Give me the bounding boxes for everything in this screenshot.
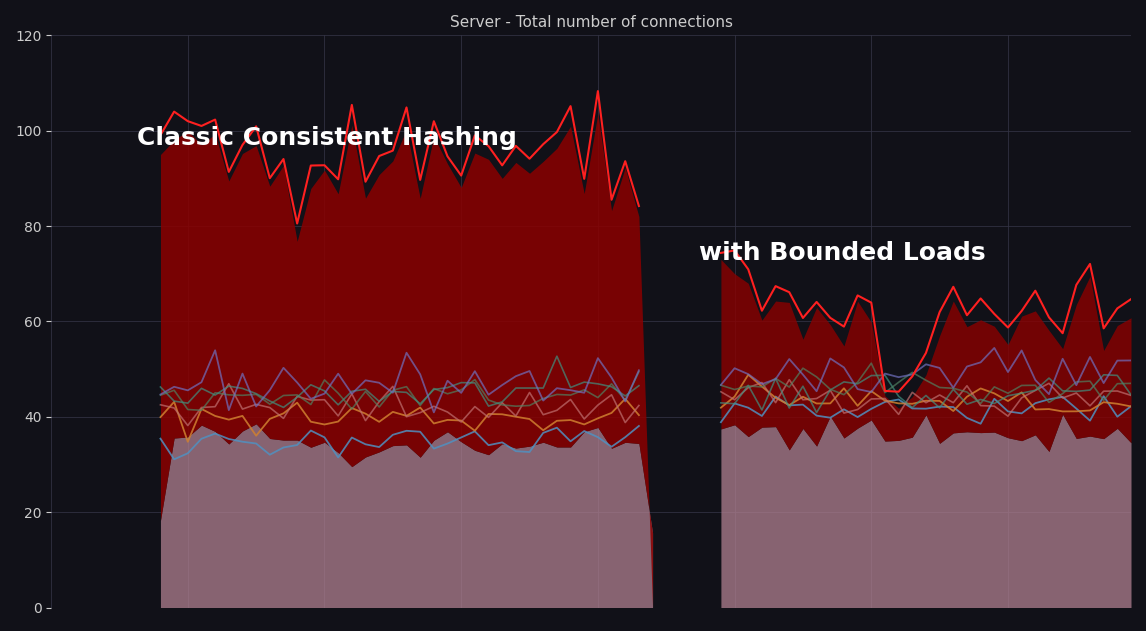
Text: Classic Consistent Hashing: Classic Consistent Hashing [138, 126, 517, 150]
Title: Server - Total number of connections: Server - Total number of connections [449, 15, 732, 30]
Text: with Bounded Loads: with Bounded Loads [699, 241, 986, 265]
